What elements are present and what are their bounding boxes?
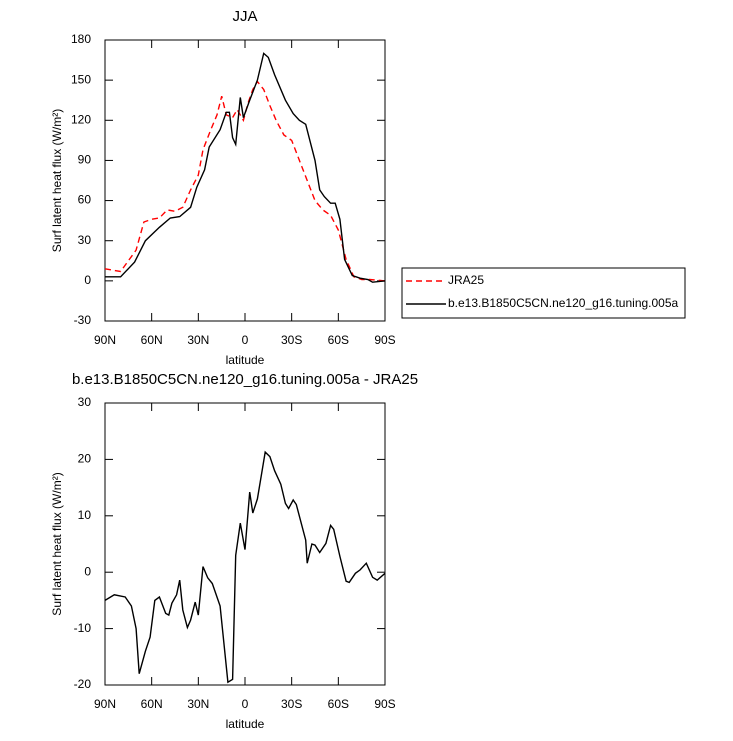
x-tick-label: 0 — [242, 333, 249, 347]
y-tick-label: 60 — [78, 193, 92, 207]
legend-box — [401, 267, 686, 319]
y-tick-label: 0 — [84, 273, 91, 287]
y-tick-label: 30 — [78, 395, 92, 409]
y-tick-label: 10 — [78, 508, 92, 522]
x-tick-label: 30S — [281, 333, 302, 347]
x-tick-label: 90S — [374, 333, 395, 347]
y-tick-label: 0 — [84, 564, 91, 578]
x-tick-label: 60S — [328, 697, 349, 711]
y-axis-label: Surf latent heat flux (W/m²) — [50, 109, 64, 252]
y-tick-label: -30 — [74, 313, 92, 327]
x-tick-label: 0 — [242, 697, 249, 711]
x-axis-label: latitude — [226, 717, 265, 731]
x-tick-label: 90N — [94, 697, 116, 711]
x-tick-label: 30N — [187, 697, 209, 711]
y-tick-label: 90 — [78, 153, 92, 167]
y-tick-label: -10 — [74, 621, 92, 635]
x-tick-label: 30S — [281, 697, 302, 711]
data-line — [104, 450, 386, 684]
chart-title: JJA — [232, 8, 257, 25]
chart-title: b.e13.B1850C5CN.ne120_g16.tuning.005a - … — [72, 371, 418, 388]
x-tick-label: 60S — [328, 333, 349, 347]
y-tick-label: 20 — [78, 452, 92, 466]
x-tick-label: 90N — [94, 333, 116, 347]
x-tick-label: 60N — [141, 333, 163, 347]
x-tick-label: 30N — [187, 333, 209, 347]
y-tick-label: -20 — [74, 677, 92, 691]
x-tick-label: 60N — [141, 697, 163, 711]
y-tick-label: 150 — [71, 72, 91, 86]
legend-label: JRA25 — [448, 273, 484, 287]
y-tick-label: 120 — [71, 112, 91, 126]
y-tick-label: 180 — [71, 32, 91, 46]
data-line — [105, 52, 386, 283]
y-axis-label: Surf latent heat flux (W/m²) — [50, 472, 64, 615]
plot-frame — [104, 39, 386, 322]
x-tick-label: 90S — [374, 697, 395, 711]
x-axis-label: latitude — [226, 353, 265, 367]
legend-label: b.e13.B1850C5CN.ne120_g16.tuning.005a — [448, 296, 679, 310]
y-tick-label: 30 — [78, 233, 92, 247]
